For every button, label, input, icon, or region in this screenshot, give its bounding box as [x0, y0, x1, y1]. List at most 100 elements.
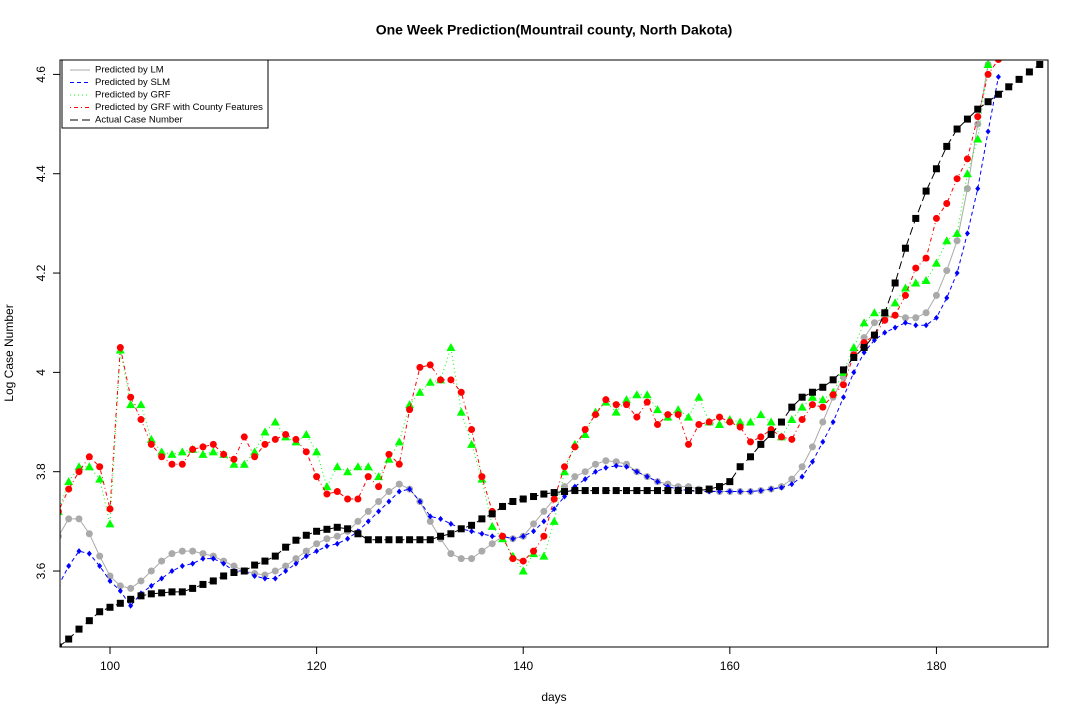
point [137, 577, 145, 585]
point [365, 518, 371, 525]
point [592, 411, 600, 419]
point [332, 462, 342, 471]
point [438, 515, 444, 522]
x-tick-label: 160 [720, 659, 740, 673]
point [86, 550, 92, 557]
legend-box [61, 59, 269, 129]
point [891, 279, 899, 287]
point [540, 532, 548, 540]
point [364, 507, 372, 515]
point [839, 366, 847, 374]
point [963, 185, 971, 193]
point [126, 400, 136, 409]
point [406, 406, 414, 414]
point [189, 547, 197, 555]
point [95, 474, 105, 483]
point [695, 487, 703, 495]
point [116, 344, 124, 352]
point [684, 412, 694, 421]
point [302, 531, 310, 539]
point [623, 487, 631, 495]
point [943, 267, 951, 275]
point [571, 473, 579, 481]
point [933, 314, 939, 321]
point [137, 416, 145, 424]
point [323, 490, 331, 498]
point [375, 483, 383, 491]
point [756, 410, 766, 419]
point [664, 411, 672, 419]
point [252, 572, 258, 579]
point [673, 405, 683, 414]
point [60, 508, 62, 515]
x-axis-label: days [541, 690, 566, 704]
point [799, 473, 805, 480]
point [301, 429, 311, 438]
point [375, 497, 383, 505]
point [882, 329, 888, 336]
chart-title: One Week Prediction(Mountrail county, No… [376, 22, 733, 38]
x-tick-label: 100 [100, 659, 120, 673]
legend-label: Predicted by LM [95, 65, 164, 76]
point [395, 536, 403, 544]
point [622, 395, 632, 404]
point [271, 435, 279, 443]
point [488, 540, 496, 548]
point [727, 488, 733, 495]
point [447, 530, 455, 538]
point [230, 569, 238, 577]
point [870, 319, 878, 327]
point [260, 427, 270, 436]
point [147, 590, 155, 598]
point [261, 440, 269, 448]
point [96, 608, 104, 616]
point [282, 562, 290, 570]
point [580, 429, 590, 438]
point [344, 525, 352, 533]
point [850, 353, 858, 361]
point [921, 275, 931, 284]
point [932, 165, 940, 173]
point [479, 530, 485, 537]
point [168, 588, 176, 596]
point [209, 577, 217, 585]
point [210, 555, 216, 562]
point [643, 398, 651, 406]
point [322, 482, 332, 491]
point [313, 540, 321, 548]
point [975, 185, 981, 192]
point [912, 264, 920, 272]
point [612, 401, 620, 409]
point [1025, 68, 1033, 76]
point [952, 228, 962, 237]
point [395, 480, 403, 488]
point [632, 390, 642, 399]
point [613, 462, 619, 469]
point [963, 115, 971, 123]
point [199, 580, 207, 588]
point [954, 270, 960, 277]
point [901, 244, 909, 252]
point [653, 405, 663, 414]
point [602, 396, 610, 404]
point [509, 497, 517, 505]
point [426, 361, 434, 369]
point [364, 536, 372, 544]
point [323, 535, 331, 543]
point [292, 536, 300, 544]
point [736, 423, 744, 431]
point [262, 575, 268, 582]
point [664, 487, 672, 495]
y-tick-label: 4.6 [34, 66, 48, 83]
point [944, 294, 950, 301]
point [746, 453, 754, 461]
point [715, 483, 723, 491]
series-line [60, 64, 989, 572]
point [768, 486, 774, 493]
point [994, 90, 1002, 98]
point [302, 547, 310, 555]
point [364, 473, 372, 481]
y-tick-label: 4.4 [34, 165, 48, 182]
point [963, 155, 971, 163]
point [808, 401, 816, 409]
